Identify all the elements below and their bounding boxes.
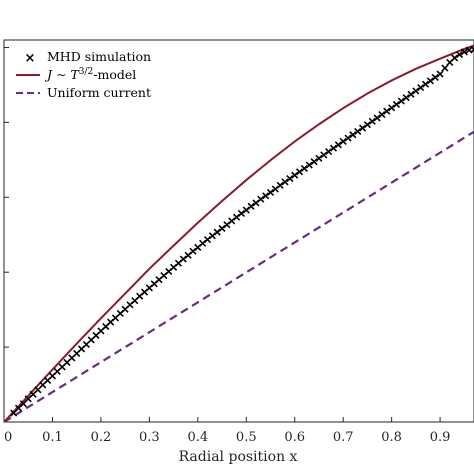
mhd-data-point bbox=[354, 127, 362, 135]
mhd-data-point bbox=[368, 117, 376, 125]
x-tick-label: 0.6 bbox=[284, 430, 305, 445]
series-uniform-current bbox=[3, 130, 474, 423]
model-curve-line bbox=[3, 44, 474, 423]
legend-label-mhd: MHD simulation bbox=[47, 49, 151, 64]
mhd-data-point bbox=[262, 192, 270, 200]
x-tick-label: 0 bbox=[4, 430, 12, 445]
mhd-data-point bbox=[281, 178, 289, 186]
mhd-data-point bbox=[300, 164, 308, 173]
mhd-data-point bbox=[310, 158, 318, 166]
mhd-data-point bbox=[451, 54, 459, 62]
mhd-data-point bbox=[378, 110, 386, 119]
mhd-data-point bbox=[247, 202, 255, 210]
mhd-data-point bbox=[344, 134, 352, 142]
mhd-data-point bbox=[363, 121, 371, 129]
mhd-data-point bbox=[329, 144, 338, 152]
mhd-data-point bbox=[436, 70, 444, 78]
mhd-data-point bbox=[421, 80, 430, 88]
axis-ticks bbox=[3, 46, 441, 422]
mhd-data-point bbox=[266, 188, 275, 196]
legend-entry-mhd: × MHD simulation bbox=[25, 49, 152, 66]
mhd-data-point bbox=[412, 87, 420, 95]
x-tick-label: 0.8 bbox=[381, 430, 402, 445]
mhd-data-point bbox=[325, 148, 333, 156]
mhd-data-point bbox=[349, 131, 357, 139]
legend-marker-x: × bbox=[25, 51, 36, 66]
legend: × MHD simulation J ∼ T3/2-model Uniform … bbox=[16, 49, 151, 100]
mhd-data-point bbox=[460, 48, 468, 56]
mhd-data-point bbox=[276, 181, 284, 189]
mhd-data-point bbox=[339, 137, 347, 146]
mhd-data-point bbox=[441, 64, 449, 72]
mhd-data-point bbox=[305, 161, 313, 169]
x-tick-label: 0.7 bbox=[333, 430, 354, 445]
mhd-data-point bbox=[315, 154, 323, 162]
mhd-data-point bbox=[257, 195, 265, 203]
mhd-data-point bbox=[426, 77, 434, 85]
mhd-data-point bbox=[431, 73, 439, 82]
plot-frame bbox=[3, 39, 474, 423]
mhd-data-point bbox=[237, 209, 245, 217]
x-tick-labels: 0 0.1 0.2 0.3 0.4 0.5 0.6 0.7 0.8 0.9 bbox=[4, 430, 450, 445]
x-tick-label: 0.4 bbox=[187, 430, 208, 445]
mhd-data-point bbox=[286, 175, 294, 183]
x-tick-label: 0.9 bbox=[430, 430, 451, 445]
legend-entry-uniform: Uniform current bbox=[16, 85, 151, 100]
mhd-data-point bbox=[392, 100, 401, 108]
mhd-data-point bbox=[402, 94, 410, 102]
mhd-data-point bbox=[373, 114, 381, 122]
series-mhd-simulation bbox=[10, 45, 474, 417]
x-tick-label: 0.5 bbox=[236, 430, 257, 445]
x-axis-label: Radial position x bbox=[179, 449, 298, 465]
x-tick-label: 0.3 bbox=[139, 430, 160, 445]
mhd-data-point bbox=[455, 51, 464, 59]
legend-entry-model: J ∼ T3/2-model bbox=[16, 67, 136, 82]
mhd-data-point bbox=[296, 168, 304, 176]
legend-label-model: J ∼ T3/2-model bbox=[44, 67, 136, 82]
mhd-data-point bbox=[397, 97, 405, 105]
mhd-data-point bbox=[334, 141, 342, 149]
x-tick-label: 0.2 bbox=[91, 430, 112, 445]
mhd-data-point bbox=[417, 83, 425, 92]
mhd-data-point bbox=[320, 151, 328, 159]
mhd-data-point bbox=[358, 124, 367, 132]
x-tick-label: 0.1 bbox=[42, 430, 63, 445]
mhd-data-point bbox=[383, 107, 391, 115]
mhd-data-point bbox=[407, 90, 415, 98]
mhd-data-point bbox=[388, 104, 396, 112]
mhd-data-point bbox=[291, 171, 299, 179]
series-model-curve bbox=[3, 44, 474, 423]
mhd-data-point bbox=[470, 45, 474, 53]
uniform-current-line bbox=[3, 130, 474, 423]
legend-label-uniform: Uniform current bbox=[47, 85, 151, 100]
